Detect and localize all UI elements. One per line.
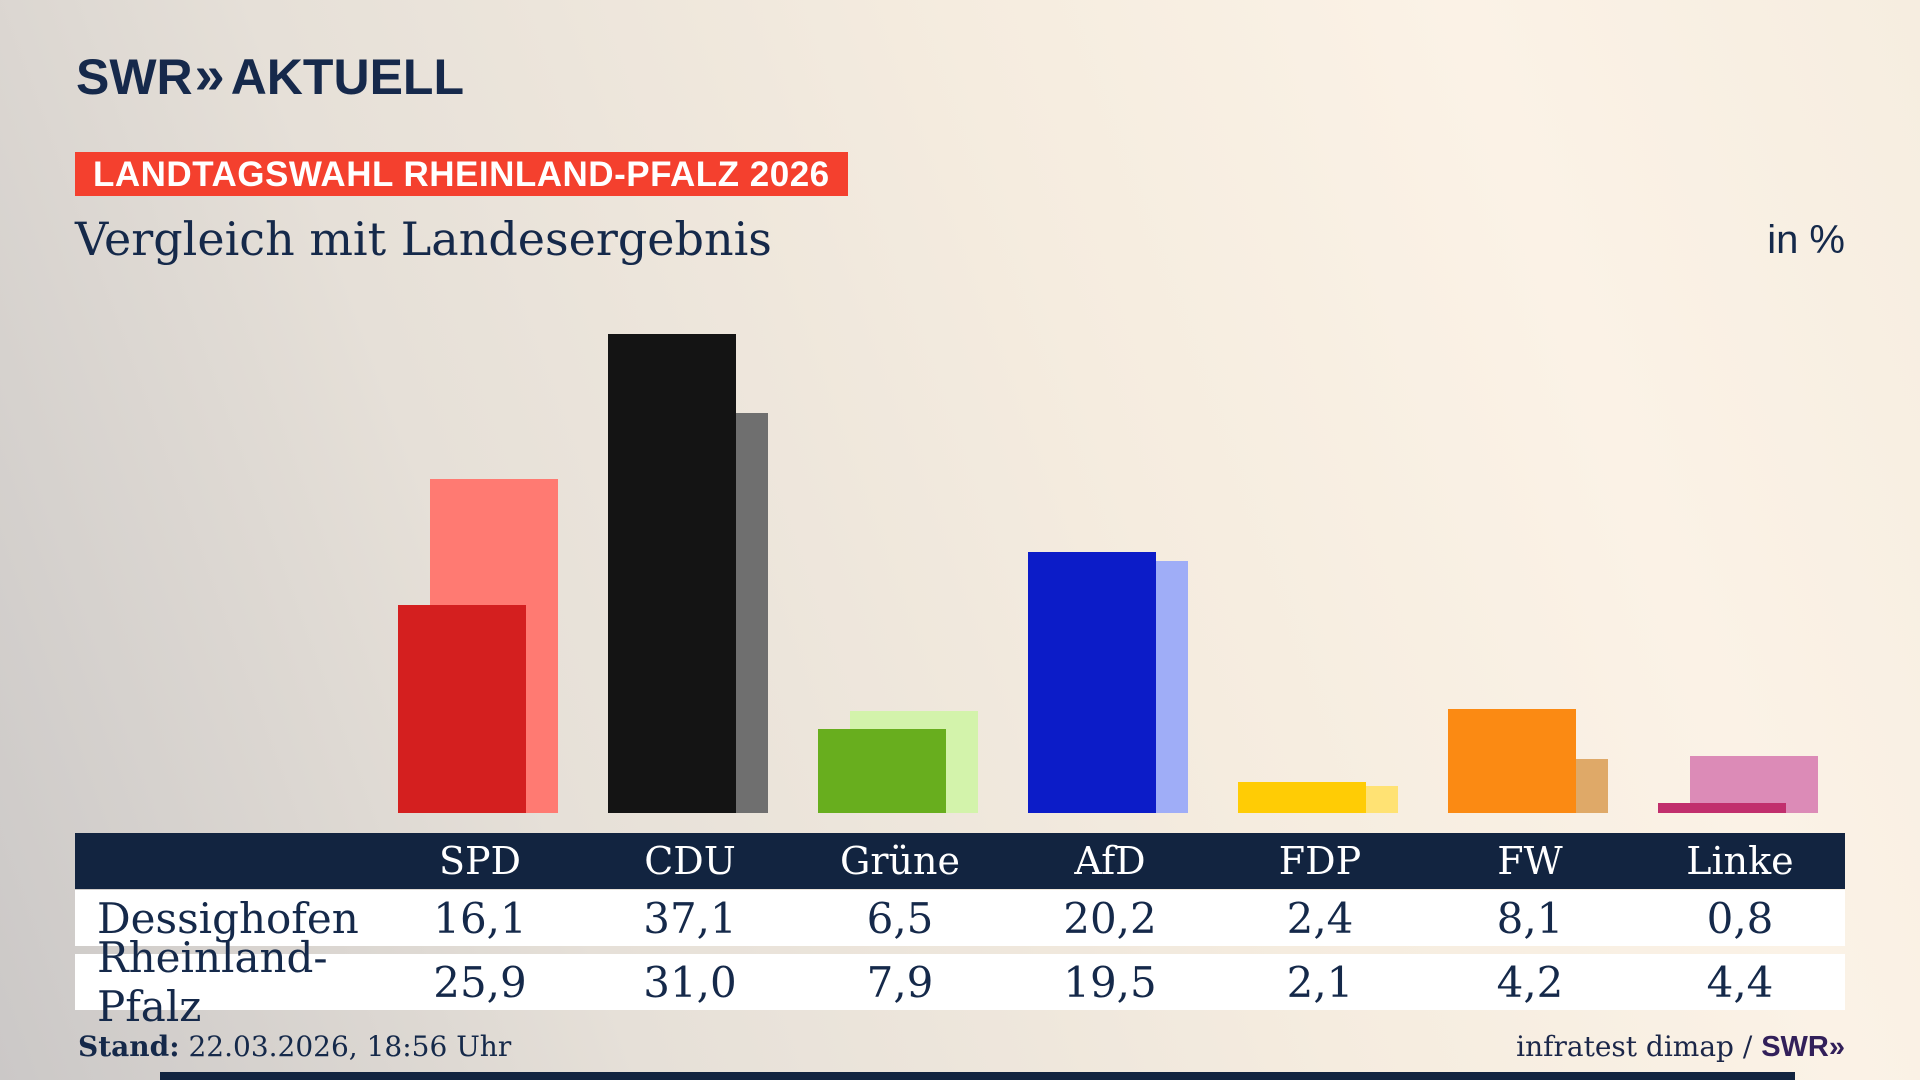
bar-spd-municipality <box>398 605 526 813</box>
table-header-row: SPD CDU Grüne AfD FDP FW Linke <box>75 833 1845 889</box>
table-cell: 20,2 <box>1063 893 1157 943</box>
table-cell: 2,4 <box>1286 893 1354 943</box>
bar-afd-municipality <box>1028 552 1156 813</box>
unit-label: in % <box>1767 218 1845 262</box>
bottom-bar <box>160 1072 1795 1080</box>
bar-grne-municipality <box>818 729 946 813</box>
table-row-label: Rheinland-Pfalz <box>97 933 328 1031</box>
table-row: Rheinland-Pfalz 25,9 31,0 7,9 19,5 2,1 4,2 4,4 <box>75 933 1845 1031</box>
table-header-cell: CDU <box>644 839 736 883</box>
table-header-cell: Grüne <box>840 839 960 883</box>
table-cell: 4,2 <box>1496 957 1564 1007</box>
stand-label: Stand: <box>78 1030 180 1063</box>
source-credit: infratest dimap / SWR» <box>1516 1030 1845 1064</box>
table-cell: 0,8 <box>1706 893 1774 943</box>
table-header-spacer <box>75 833 375 889</box>
table-cell: 19,5 <box>1063 957 1157 1007</box>
logo-swr-text: SWR <box>76 49 193 105</box>
results-table: SPD CDU Grüne AfD FDP FW Linke Dessighofen 16,1… <box>75 833 1845 1031</box>
table-cell: 31,0 <box>643 957 737 1007</box>
logo-aktuell-text: AKTUELL <box>230 49 465 105</box>
bar-fw-municipality <box>1448 709 1576 813</box>
chart-title: Vergleich mit Landesergebnis <box>75 212 772 266</box>
table-cell: 7,9 <box>866 957 934 1007</box>
swr-aktuell-logo: SWR» AKTUELL <box>76 48 464 106</box>
table-cell: 2,1 <box>1286 957 1354 1007</box>
swr-mini-logo: SWR» <box>1761 1031 1845 1063</box>
source-text: infratest dimap / <box>1516 1030 1762 1063</box>
table-header-cell: Linke <box>1686 839 1794 883</box>
double-chevron-icon: » <box>194 45 225 105</box>
table-header-cell: SPD <box>438 839 522 883</box>
table-header-cell: FW <box>1497 839 1563 883</box>
table-cell: 6,5 <box>866 893 934 943</box>
table-row-label: Dessighofen <box>97 893 359 943</box>
table-cell: 4,4 <box>1706 957 1774 1007</box>
bar-fdp-municipality <box>1238 782 1366 813</box>
table-cell: 8,1 <box>1496 893 1564 943</box>
table-row: Dessighofen 16,1 37,1 6,5 20,2 2,4 8,1 0,8 <box>75 890 1845 946</box>
table-cell: 16,1 <box>433 893 527 943</box>
table-cell: 25,9 <box>433 957 527 1007</box>
stand-timestamp: Stand: 22.03.2026, 18:56 Uhr <box>78 1030 511 1063</box>
table-header-cell: AfD <box>1074 839 1146 883</box>
bar-cdu-municipality <box>608 334 736 813</box>
stand-value: 22.03.2026, 18:56 Uhr <box>179 1030 512 1063</box>
bar-linke-municipality <box>1658 803 1786 813</box>
table-cell: 37,1 <box>643 893 737 943</box>
election-banner: LANDTAGSWAHL RHEINLAND-PFALZ 2026 <box>75 152 848 196</box>
table-header-cell: FDP <box>1278 839 1362 883</box>
